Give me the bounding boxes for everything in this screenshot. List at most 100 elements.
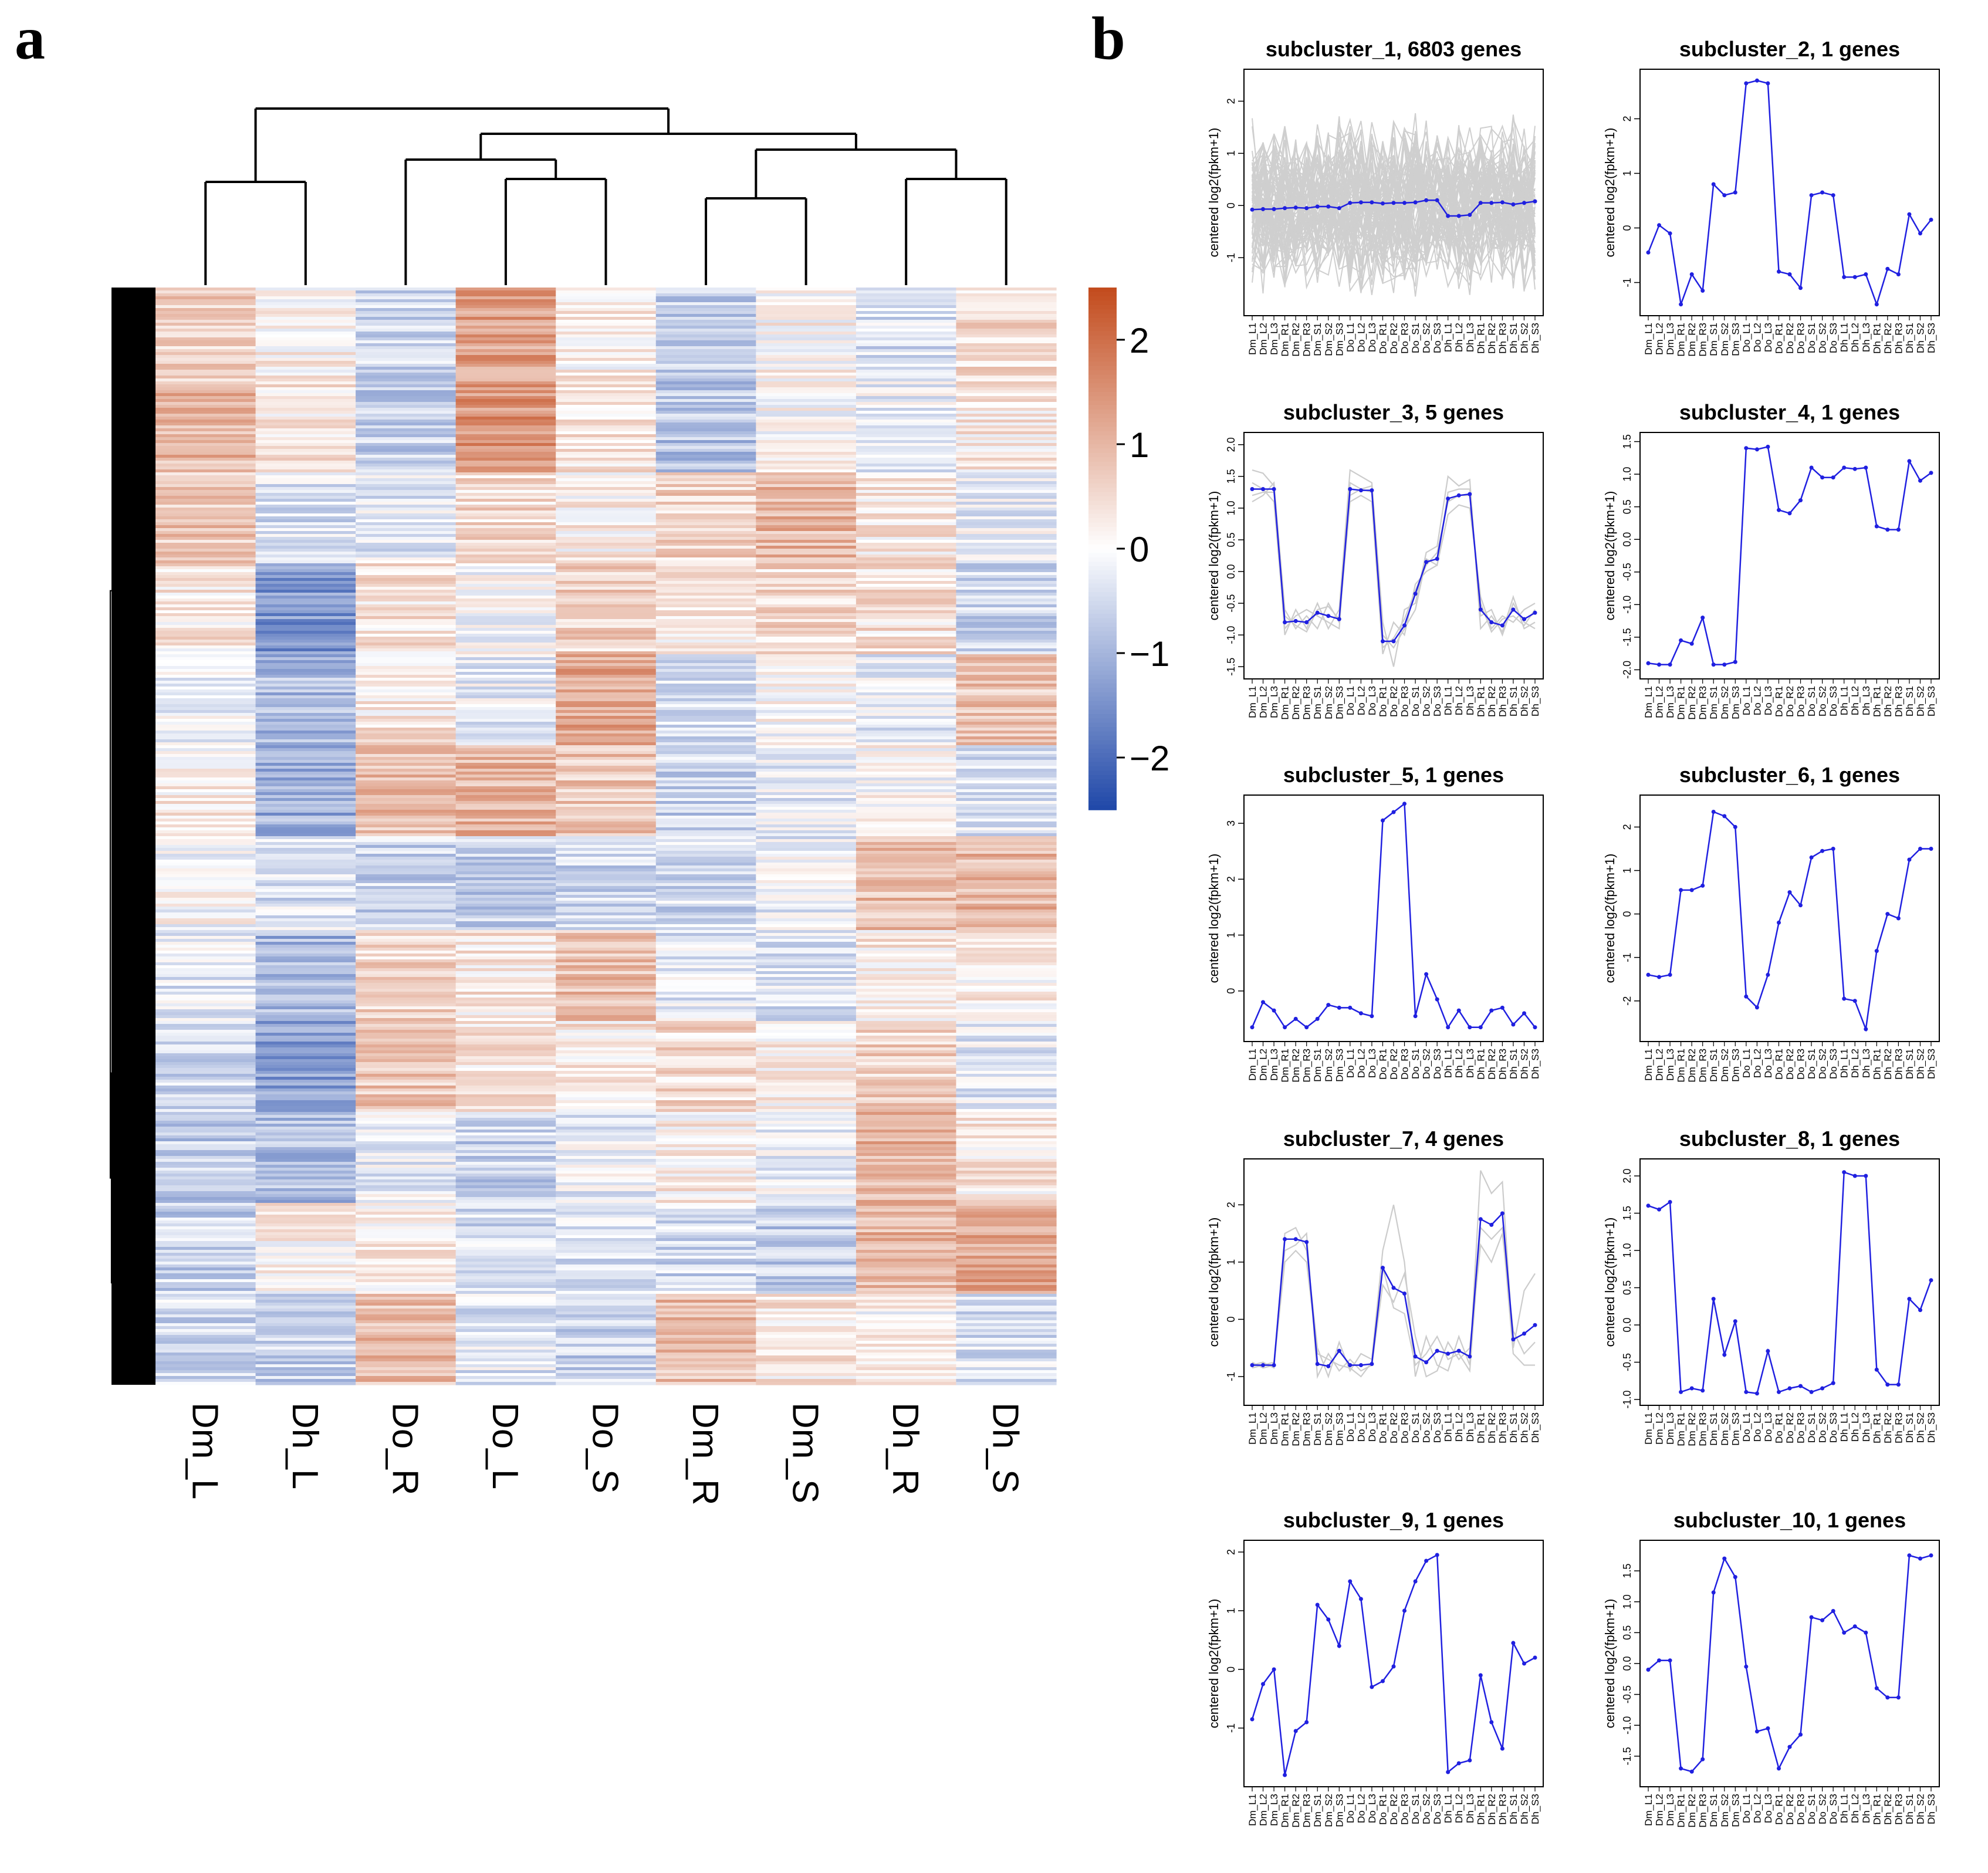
- heatmap-cell: [155, 1086, 256, 1089]
- heatmap-cell: [255, 563, 356, 567]
- y-tick-label: 2: [1225, 1202, 1237, 1208]
- heatmap-cell: [455, 1153, 556, 1157]
- heatmap-cell: [155, 748, 256, 752]
- heatmap-cell: [356, 725, 457, 728]
- heatmap-cell: [756, 329, 857, 332]
- heatmap-cell: [356, 901, 457, 904]
- heatmap-cell: [556, 1370, 657, 1374]
- heatmap-cell: [856, 440, 957, 444]
- heatmap-cell: [655, 1088, 756, 1092]
- heatmap-cell: [455, 464, 556, 467]
- heatmap-cell: [356, 288, 457, 291]
- heatmap-cell: [356, 962, 457, 966]
- heatmap-cell: [756, 1235, 857, 1239]
- heatmap-cell: [556, 1012, 657, 1016]
- x-tick-label: Do_R2: [1784, 686, 1796, 717]
- heatmap-cell: [356, 1241, 457, 1245]
- heatmap-cell: [356, 464, 457, 467]
- heatmap-cell: [856, 907, 957, 910]
- heatmap-cell: [356, 443, 457, 447]
- heatmap-cell: [556, 1197, 657, 1201]
- heatmap-cell: [756, 1056, 857, 1060]
- heatmap-cell: [956, 1062, 1057, 1066]
- mean-expression-point: [1787, 890, 1792, 895]
- heatmap-cell: [556, 1033, 657, 1036]
- heatmap-cell: [956, 1083, 1057, 1086]
- heatmap-cell: [255, 1300, 356, 1303]
- mean-expression-point: [1391, 201, 1396, 205]
- mean-expression-point: [1929, 218, 1933, 222]
- heatmap-cell: [356, 1329, 457, 1333]
- heatmap-cell: [856, 1182, 957, 1186]
- heatmap-cell: [356, 428, 457, 432]
- heatmap-cell: [655, 317, 756, 320]
- x-tick-label: Dh_L2: [1453, 1049, 1465, 1078]
- heatmap-cell: [556, 1335, 657, 1338]
- heatmap-cell: [756, 1256, 857, 1259]
- x-tick-label: Do_L2: [1355, 323, 1367, 352]
- mean-expression-point: [1304, 1720, 1309, 1725]
- heatmap-cell: [655, 490, 756, 493]
- heatmap-cell: [556, 1288, 657, 1292]
- heatmap-cell: [956, 622, 1057, 626]
- x-tick-label: Do_S2: [1817, 1794, 1828, 1824]
- heatmap-cell: [556, 1165, 657, 1168]
- heatmap-cell: [956, 948, 1057, 951]
- heatmap-cell: [356, 466, 457, 470]
- heatmap-cell: [155, 1364, 256, 1368]
- heatmap-cell: [155, 584, 256, 587]
- mean-expression-point: [1446, 1025, 1451, 1030]
- heatmap-cell: [956, 334, 1057, 338]
- heatmap-cell: [756, 907, 857, 910]
- heatmap-cell: [155, 751, 256, 755]
- heatmap-cell: [255, 695, 356, 699]
- heatmap-cell: [455, 302, 556, 306]
- heatmap-cell: [556, 317, 657, 320]
- heatmap-cell: [756, 399, 857, 403]
- x-tick-label: Dh_R1: [1475, 686, 1486, 717]
- heatmap-cell: [655, 912, 756, 916]
- heatmap-cell: [856, 599, 957, 602]
- x-tick-label: Do_R2: [1784, 1412, 1796, 1443]
- heatmap-cell: [856, 698, 957, 702]
- heatmap-cell: [756, 472, 857, 476]
- heatmap-cell: [956, 446, 1057, 449]
- heatmap-cell: [255, 569, 356, 573]
- mean-expression-point: [1874, 949, 1879, 954]
- heatmap-cell: [856, 1218, 957, 1221]
- heatmap-cell: [155, 657, 256, 661]
- mean-expression-point: [1391, 639, 1396, 644]
- heatmap-cell: [856, 1191, 957, 1195]
- heatmap-cell: [356, 821, 457, 825]
- y-axis-label: centered log2(fpkm+1): [1602, 1218, 1617, 1347]
- heatmap-cell: [155, 643, 256, 646]
- heatmap-cell: [556, 516, 657, 520]
- heatmap-cell: [655, 625, 756, 628]
- heatmap-cell: [556, 461, 657, 464]
- mean-expression-point: [1468, 1354, 1472, 1359]
- heatmap-cell: [956, 745, 1057, 749]
- heatmap-cell: [356, 842, 457, 846]
- heatmap-cell: [655, 1162, 756, 1165]
- heatmap-cell: [756, 675, 857, 678]
- heatmap-cell: [556, 921, 657, 925]
- heatmap-cell: [255, 675, 356, 678]
- colorbar-step: [1088, 387, 1117, 393]
- heatmap-cell: [155, 1182, 256, 1186]
- mean-expression-point: [1348, 1363, 1353, 1367]
- heatmap-cell: [756, 977, 857, 981]
- heatmap-cell: [356, 681, 457, 684]
- heatmap-cell: [655, 1171, 756, 1174]
- heatmap-cell: [155, 1179, 256, 1183]
- y-axis-label: centered log2(fpkm+1): [1602, 128, 1617, 258]
- heatmap-cell: [556, 393, 657, 397]
- heatmap-cell: [856, 842, 957, 846]
- heatmap-cell: [255, 484, 356, 488]
- heatmap-cell: [155, 1247, 256, 1250]
- heatmap-cell: [556, 590, 657, 593]
- heatmap-cell: [956, 323, 1057, 326]
- heatmap-cell: [956, 786, 1057, 790]
- heatmap-cell: [756, 974, 857, 978]
- heatmap-cell: [756, 995, 857, 998]
- heatmap-cell: [655, 739, 756, 743]
